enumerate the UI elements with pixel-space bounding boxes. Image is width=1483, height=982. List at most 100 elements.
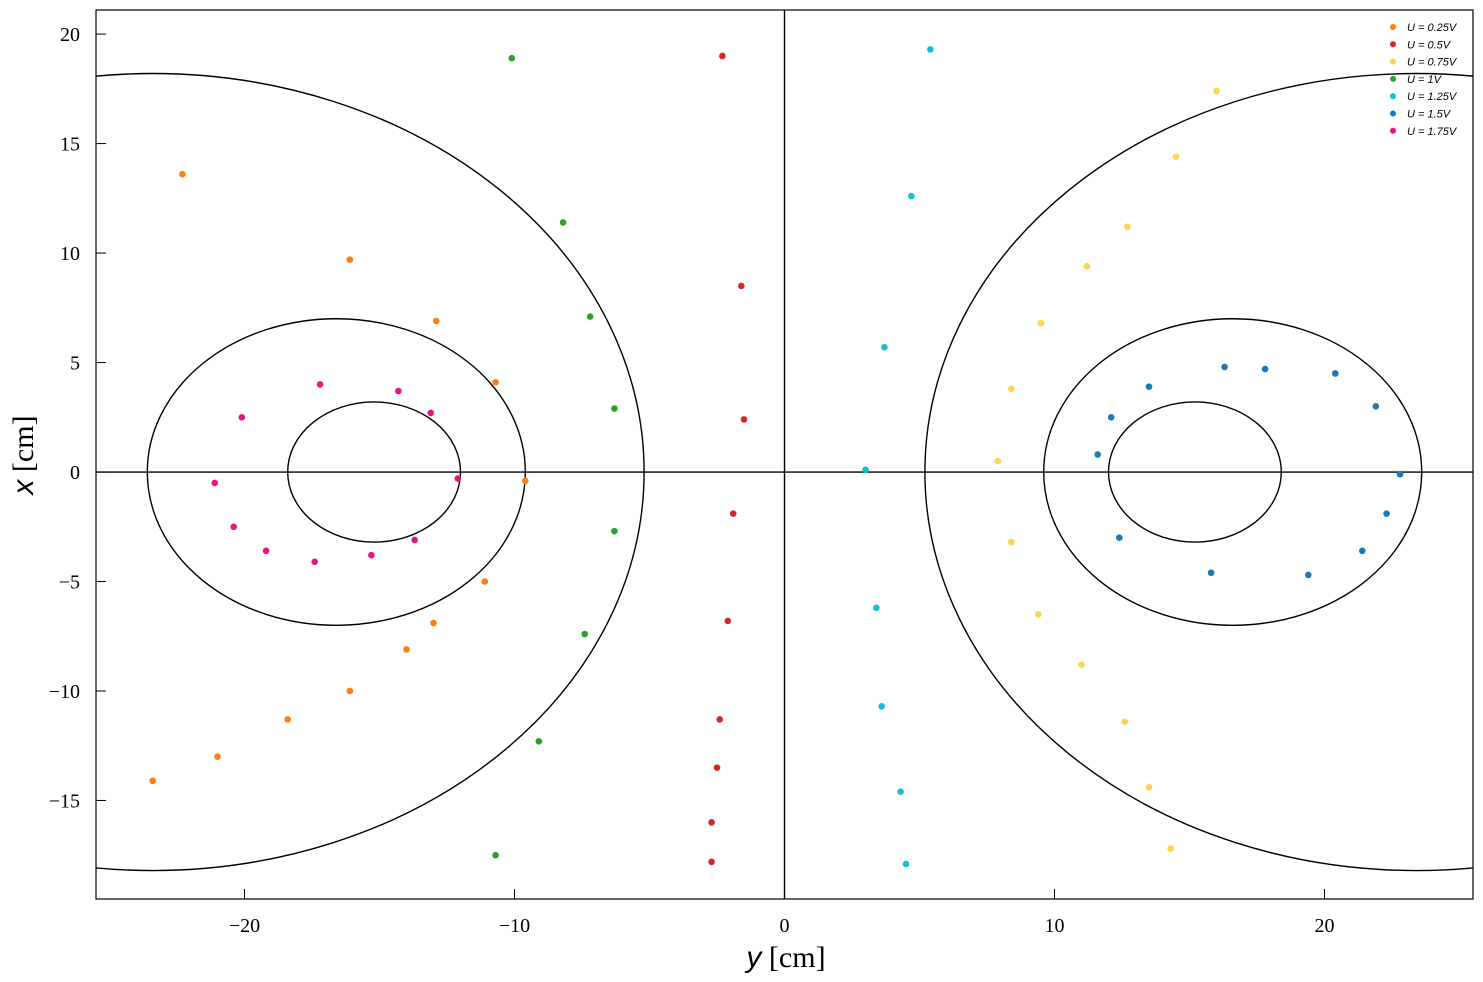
data-point [214, 753, 221, 760]
data-point [149, 777, 156, 785]
y-tick-label: 0 [70, 462, 80, 484]
data-point [719, 52, 726, 60]
data-point [1207, 569, 1215, 577]
data-point [878, 703, 885, 710]
data-point [311, 558, 319, 566]
data-point [1213, 87, 1220, 95]
data-point [1107, 413, 1115, 421]
data-point [1396, 470, 1404, 478]
y-tick-label: 10 [60, 243, 80, 265]
data-point [713, 764, 721, 771]
data-point [740, 416, 748, 423]
data-point [994, 457, 1002, 465]
x-tick-label: 10 [1045, 915, 1065, 937]
data-point [238, 413, 246, 421]
y-tick-label: 5 [70, 353, 80, 375]
data-point [316, 381, 324, 388]
x-axis-unit: [cm] [761, 941, 825, 974]
series-4 [862, 46, 934, 868]
series-0 [149, 170, 529, 785]
data-point [1167, 845, 1174, 852]
y-tick-label: −15 [49, 790, 80, 812]
data-point [1094, 451, 1101, 458]
x-tick-label: −20 [229, 915, 260, 937]
data-point [179, 170, 186, 178]
data-point [1124, 223, 1131, 231]
data-point [1121, 718, 1128, 725]
data-point [729, 510, 737, 517]
data-point [902, 860, 910, 868]
data-point [346, 256, 354, 263]
x-tick-label: −10 [499, 915, 530, 937]
series-3 [492, 54, 618, 859]
data-point [508, 54, 516, 62]
data-point [262, 547, 270, 555]
legend-label: U = 0.5V [1407, 39, 1452, 51]
data-point [897, 788, 904, 796]
legend-marker [1390, 24, 1396, 30]
data-point [862, 466, 869, 474]
y-tick-label: 15 [60, 134, 80, 156]
data-point [230, 523, 237, 531]
data-point [708, 819, 715, 826]
series-1 [708, 52, 748, 866]
data-point [1383, 510, 1390, 517]
data-point [1261, 365, 1269, 373]
legend-label: U = 0.25V [1407, 22, 1458, 34]
data-point [403, 646, 410, 653]
data-point [1172, 153, 1180, 161]
data-point [368, 551, 375, 559]
legend-marker [1390, 127, 1396, 134]
legend-marker [1390, 41, 1396, 48]
legend-marker [1390, 75, 1396, 82]
legend-marker [1390, 110, 1396, 117]
data-point [1359, 547, 1366, 555]
data-point [1332, 370, 1339, 377]
legend-marker [1390, 58, 1396, 65]
data-point [284, 716, 292, 723]
legend-label: U = 1.75V [1407, 126, 1458, 138]
data-point [581, 630, 588, 638]
data-point [1116, 534, 1123, 542]
data-point [927, 46, 934, 53]
x-axis-symbol: y [744, 941, 763, 974]
data-point [481, 578, 489, 585]
data-point [1145, 383, 1153, 390]
data-points [149, 46, 1404, 868]
data-point [1008, 385, 1015, 393]
data-point [492, 851, 499, 859]
legend-label: U = 0.75V [1407, 57, 1458, 69]
data-point [908, 192, 915, 200]
data-point [1037, 319, 1045, 327]
legend-label: U = 1V [1407, 74, 1443, 86]
plot-frame [95, 9, 1474, 900]
y-axis-title: x [cm] [7, 415, 40, 496]
series-6 [211, 381, 462, 566]
data-point [430, 619, 437, 627]
data-point [611, 405, 618, 412]
data-point [708, 858, 715, 866]
data-point [346, 687, 354, 695]
data-point [454, 475, 462, 482]
data-point [738, 282, 745, 290]
data-point [432, 317, 440, 325]
data-point [716, 716, 723, 723]
data-point [492, 378, 499, 386]
y-tick-label: 20 [60, 24, 80, 46]
data-point [724, 617, 732, 625]
x-axis-title: y [cm] [744, 941, 825, 974]
data-point [427, 409, 435, 417]
data-point [586, 313, 594, 320]
x-tick-label: 20 [1315, 915, 1335, 937]
data-point [1305, 571, 1312, 579]
data-point [873, 604, 880, 612]
legend-label: U = 1.25V [1407, 91, 1458, 103]
legend: U = 0.25V U = 0.5V U = 0.75V U = 1V U = 1.25… [1390, 22, 1458, 138]
data-point [522, 477, 529, 485]
legend-marker [1390, 93, 1396, 100]
data-point [395, 387, 402, 395]
data-point [1083, 262, 1091, 270]
data-point [411, 536, 418, 544]
